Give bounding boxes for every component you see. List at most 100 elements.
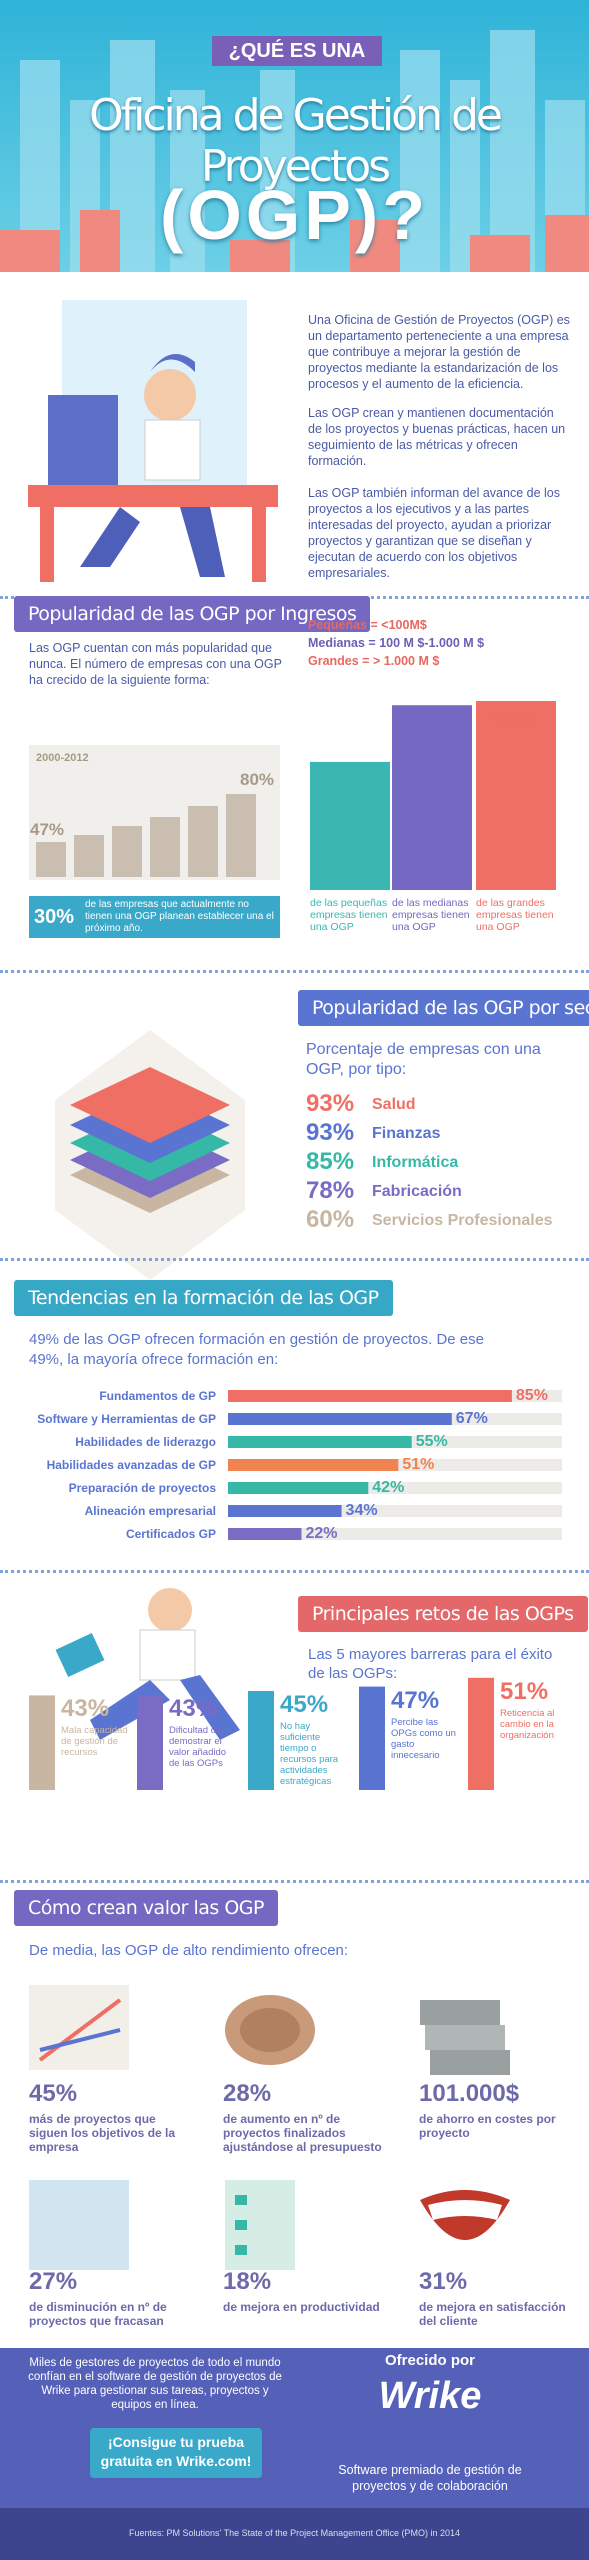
value-text: de mejora en satisfacción del cliente — [419, 2300, 566, 2328]
acronym: (OGP)? — [160, 176, 429, 254]
hair — [150, 354, 195, 372]
bar — [228, 1390, 512, 1402]
bar-label: 55% — [415, 1433, 448, 1450]
value-text: de disminución en nº de proyectos que fr… — [29, 2300, 167, 2328]
value-text: de aumento en nº de proyectos finalizado… — [223, 2112, 382, 2154]
value-number: 18% — [223, 2268, 272, 2295]
value-number: 31% — [419, 2268, 468, 2295]
bar — [476, 701, 556, 890]
sector-value: 85% — [306, 1148, 355, 1175]
footer-text: Miles de gestores de proyectos de todo e… — [28, 2357, 282, 2411]
bar-category: Software y Herramientas de GP — [37, 1412, 216, 1426]
challenges-text: Las 5 mayores barreras para el éxito de … — [308, 1646, 553, 1682]
title: Oficina de Gestión de Proyectos — [89, 90, 503, 192]
bar-category: Dificultad de demostrar el valor añadido… — [169, 1725, 227, 1770]
section-title: Popularidad de las OGP por sector — [298, 990, 589, 1026]
bar-category: No hay suficiente tiempo o recursos para… — [280, 1721, 339, 1787]
sector-value: 93% — [306, 1090, 355, 1117]
desk — [28, 485, 278, 507]
bar-category: Mala capacidad de gestión de recursos — [61, 1725, 128, 1759]
legend-entry: Grandes = > 1.000 M $ — [308, 654, 440, 668]
sector-value: 93% — [306, 1119, 355, 1146]
bar-category: Preparación de proyectos — [68, 1481, 216, 1495]
bar-label: 90% — [491, 707, 541, 734]
bar-category: Alineación empresarial — [84, 1504, 216, 1518]
plan-box — [29, 896, 280, 938]
sector-label: Salud — [372, 1096, 416, 1113]
bar-category: Habilidades de liderazgo — [75, 1435, 216, 1449]
bar-label: 45% — [280, 1691, 329, 1718]
bar — [228, 1482, 369, 1494]
bar — [359, 1686, 385, 1790]
bar-label: 51% — [402, 1456, 435, 1473]
section-title: Principales retos de las OGPs — [298, 1596, 588, 1632]
bar-label: 67% — [455, 1410, 488, 1427]
sector-label: Finanzas — [372, 1125, 441, 1142]
value-text: de ahorro en costes por proyecto — [419, 2112, 556, 2140]
bar — [228, 1505, 342, 1517]
sector-label: Fabricación — [372, 1183, 462, 1200]
bar-track — [228, 1528, 562, 1540]
desk-leg — [252, 507, 266, 582]
growth-steps — [36, 794, 256, 877]
bar-label: 51% — [500, 1677, 549, 1705]
sector-stack — [55, 1030, 245, 1280]
value-text: de mejora en productividad — [223, 2300, 380, 2314]
monitor — [48, 395, 118, 485]
value-text: más de proyectos que siguen los objetivo… — [29, 2112, 176, 2154]
bar — [228, 1459, 399, 1471]
training-text: 49% de las OGP ofrecen formación en gest… — [29, 1331, 484, 1368]
sector-subtitle: Porcentaje de empresas con una OGP, por … — [306, 1041, 541, 1078]
bar-label: 43% — [169, 1695, 218, 1723]
bar-category: de las grandes empresas tienen una OGP — [476, 897, 554, 933]
bar — [137, 1695, 163, 1790]
separator — [0, 1880, 589, 1883]
value-number: 101.000$ — [419, 2080, 520, 2107]
head — [144, 369, 196, 421]
charts — [29, 701, 562, 1790]
legend-entry: Medianas = 100 M $-1.000 M $ — [308, 636, 485, 650]
bar-category: de las medianas empresas tienen una OGP — [392, 897, 470, 933]
bar-label: 43% — [61, 1695, 110, 1723]
bar-label: 47% — [391, 1686, 440, 1714]
bar-label: 22% — [305, 1525, 338, 1542]
bar — [228, 1528, 302, 1540]
bar-label: 61% — [325, 767, 375, 795]
bar — [29, 1695, 55, 1790]
desk-leg — [40, 507, 54, 582]
growth-end: 80% — [240, 770, 275, 789]
bar-category: Certificados GP — [125, 1527, 216, 1541]
source-bg — [0, 2508, 589, 2560]
plan-value: 30% — [34, 906, 75, 928]
bar — [228, 1413, 452, 1425]
value-icons — [29, 1985, 510, 2270]
bar — [310, 761, 390, 890]
bar-category: de las pequeñas empresas tienen una OGP — [310, 897, 388, 933]
skyline-front — [0, 210, 589, 272]
trial-button[interactable]: ¡Consigue tu prueba gratuita en Wrike.co… — [100, 2434, 252, 2469]
bar-category: Habilidades avanzadas de GP — [46, 1458, 216, 1472]
income-text: Las OGP cuentan con más popularidad que … — [29, 641, 282, 687]
bar-category: Fundamentos de GP — [99, 1389, 216, 1403]
sector-value: 78% — [306, 1177, 355, 1204]
legend-entry: Pequeñas = <100M$ — [308, 618, 427, 632]
bar-category: Percibe las OPGs como un gasto innecesar… — [391, 1716, 456, 1761]
skyline — [20, 30, 585, 272]
sector-label: Servicios Profesionales — [372, 1212, 553, 1229]
source: Fuentes: PM Solutions' The State of the … — [128, 2528, 461, 2538]
intro-paragraph: Las OGP también informan del avance de l… — [308, 486, 560, 580]
bar — [228, 1436, 412, 1448]
intro-paragraph: Las OGP crean y mantienen documentación … — [308, 406, 566, 468]
value-number: 28% — [223, 2080, 272, 2107]
separator — [0, 1258, 589, 1261]
growth-start: 47% — [30, 820, 65, 839]
section-title: Cómo crean valor las OGP — [14, 1890, 278, 1926]
pretitle: ¿QUÉ ES UNA — [228, 40, 366, 62]
bar — [248, 1691, 274, 1790]
bar — [468, 1677, 494, 1790]
value-number: 27% — [29, 2268, 78, 2295]
bar-label: 85% — [515, 1387, 548, 1404]
growth-period: 2000-2012 — [36, 752, 89, 764]
value-number: 45% — [29, 2080, 78, 2107]
